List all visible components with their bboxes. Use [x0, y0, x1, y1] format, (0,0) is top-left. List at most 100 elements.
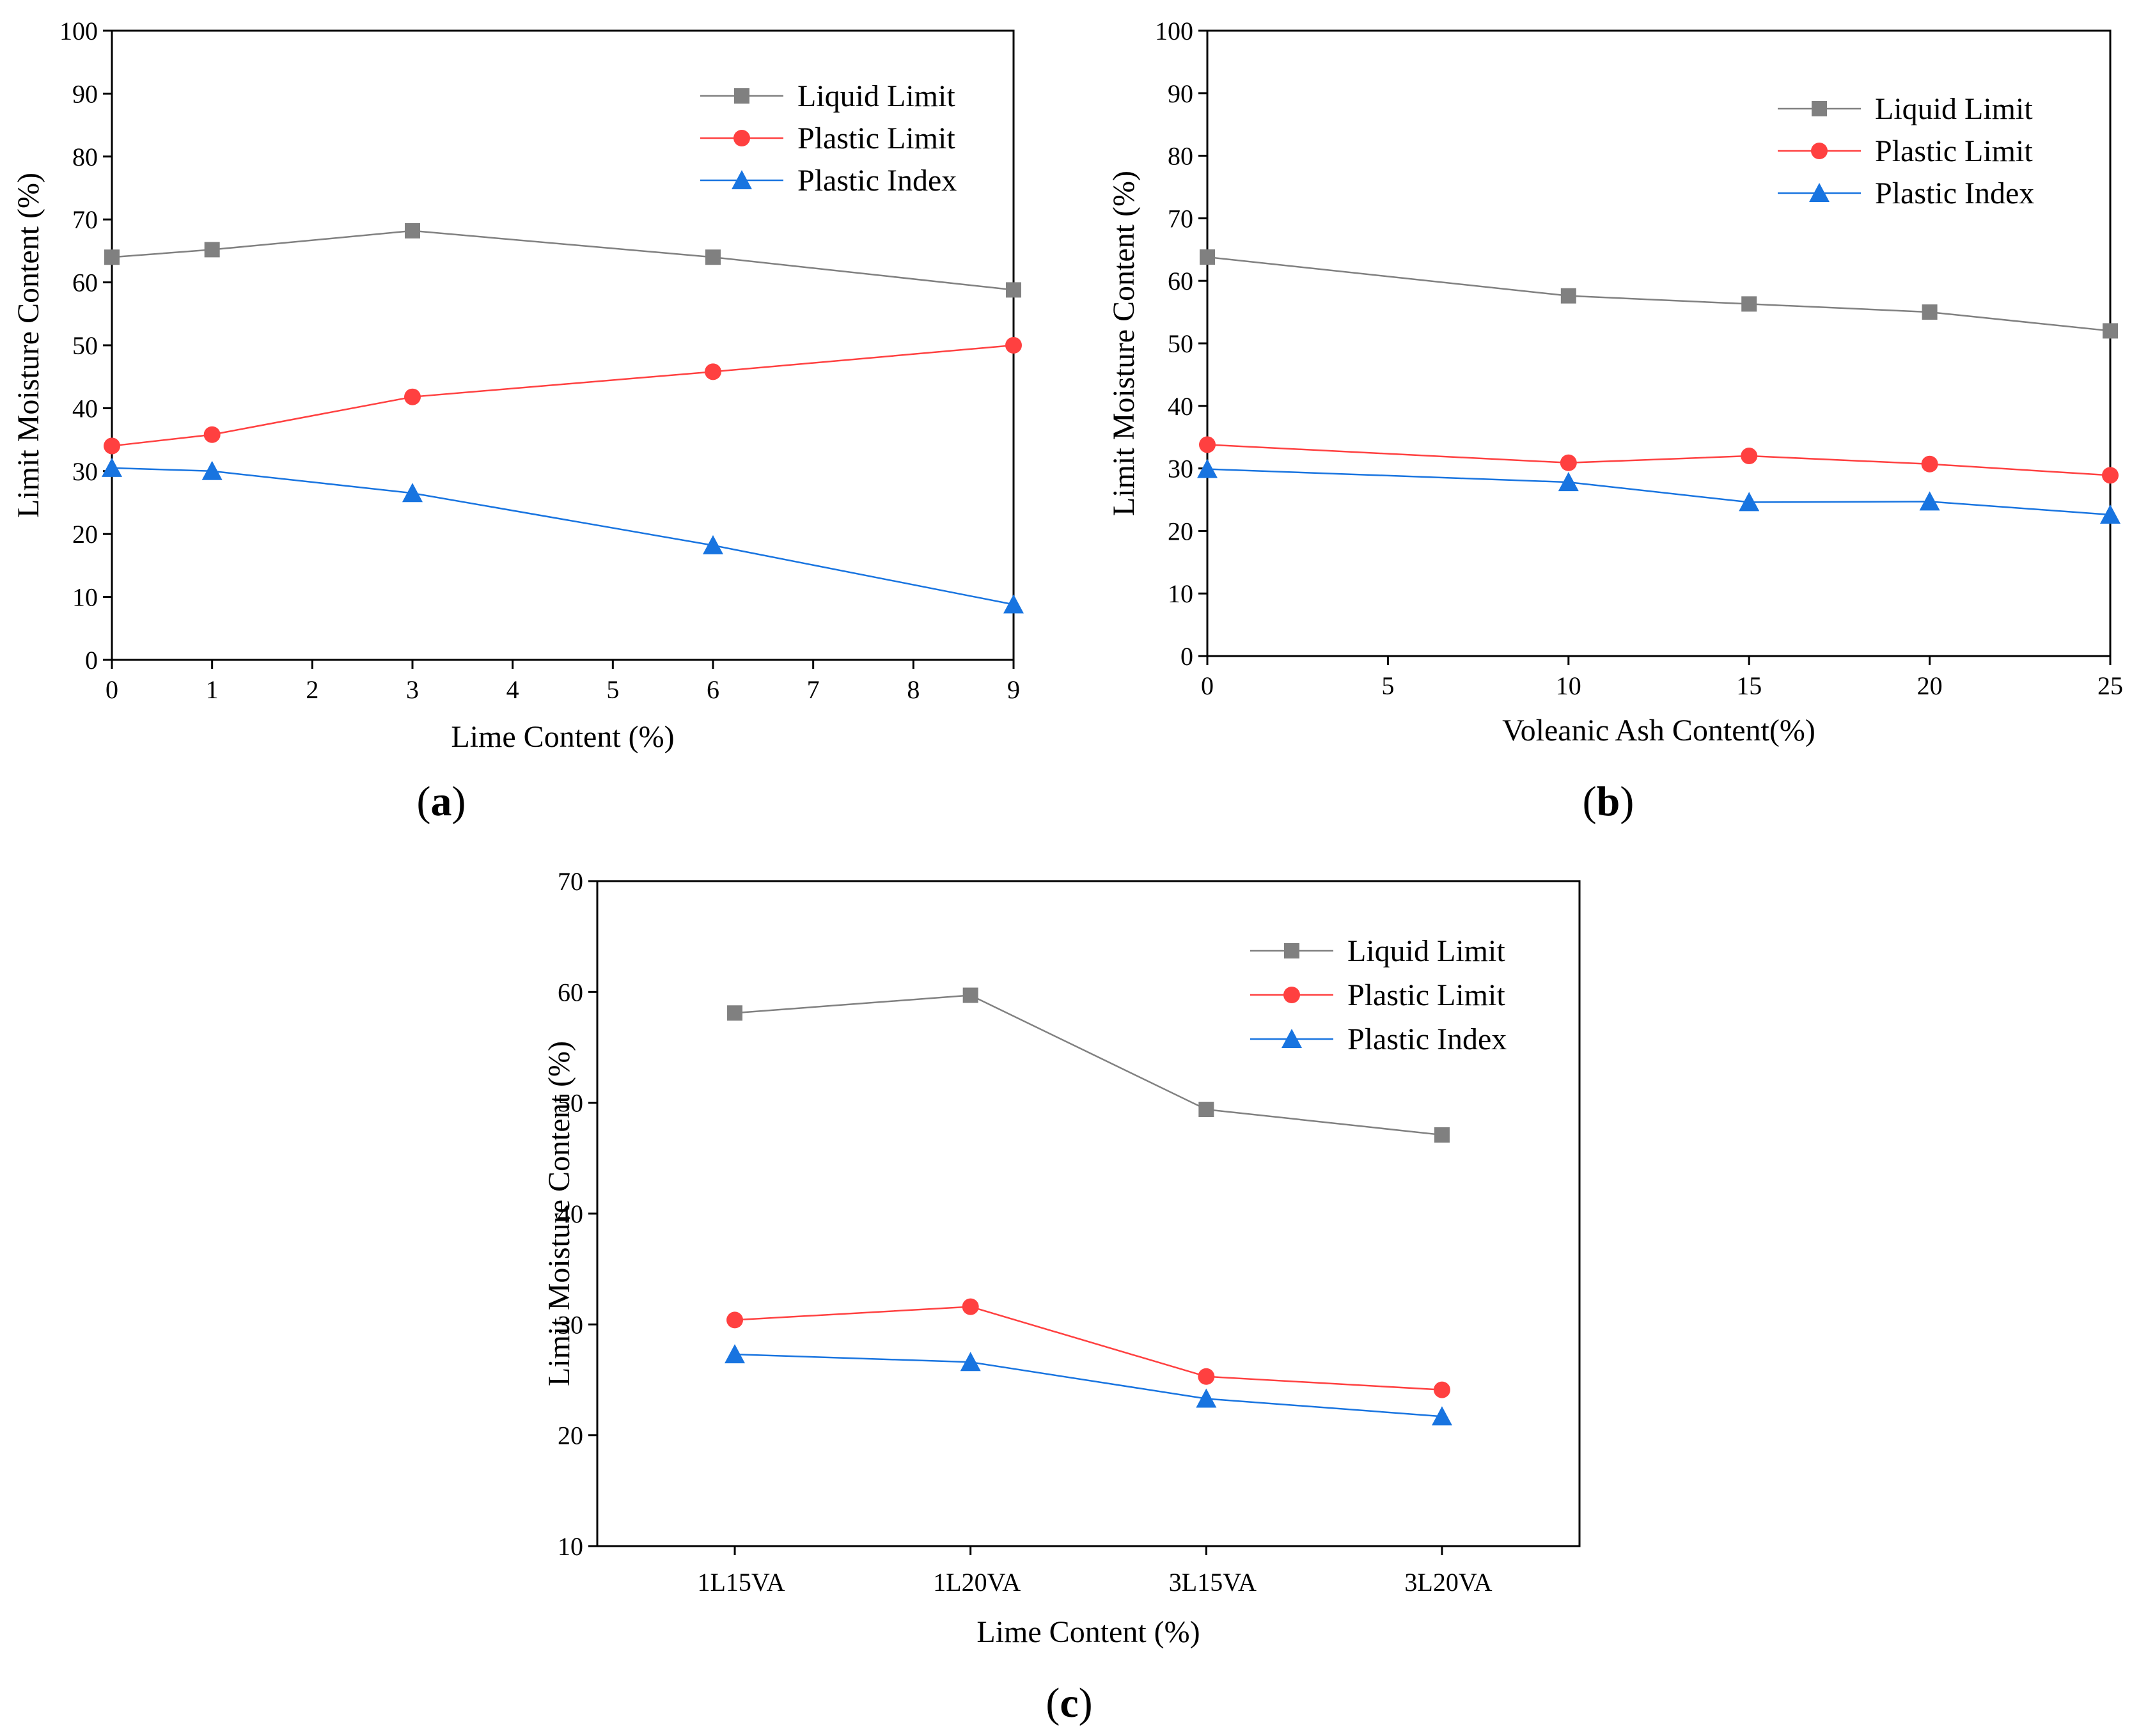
y-tick-label-b: 40 [1168, 392, 1193, 421]
y-tick-label-b: 70 [1168, 204, 1193, 233]
x-tick-label-a: 9 [1007, 675, 1020, 704]
series-line-plastic-index-a [111, 467, 1014, 606]
y-tick-label-c: 10 [558, 1532, 583, 1561]
y-tick-label-c: 50 [558, 1089, 583, 1118]
x-tick-label-a: 3 [406, 675, 419, 704]
chart-panel-a: 0 10 20 30 40 50 60 70 80 90 100 0 1 2 3 4 5 6 7 8 9 Lime Con… [12, 17, 1024, 825]
x-tick-label-c: 1L15VA [698, 1568, 785, 1597]
y-axis-title-b: Limit Moisture Content (%) [1107, 171, 1141, 516]
data-point-plastic-limit-a [1005, 337, 1022, 354]
y-tick-label-b: 100 [1155, 17, 1193, 45]
legend-label-plastic-index-a: Plastic Index [797, 164, 957, 198]
data-point-plastic-limit-a [104, 437, 120, 455]
data-point-liquid-limit-a [104, 249, 120, 265]
x-tick-label-a: 6 [707, 675, 719, 704]
y-tick-label-a: 10 [72, 583, 98, 612]
y-axis-title-a: Limit Moisture Content (%) [12, 173, 45, 518]
y-tick-label-a: 90 [72, 79, 98, 108]
y-tick-label-a: 30 [72, 457, 98, 486]
data-point-plastic-index-a [102, 457, 122, 477]
data-point-liquid-limit-b [2103, 323, 2118, 339]
data-point-plastic-limit-a [705, 363, 721, 380]
y-tick-label-c: 70 [558, 867, 583, 896]
legend-marker-plastic-limit-c [1283, 987, 1300, 1003]
x-tick-label-b: 25 [2097, 671, 2123, 700]
chart-panel-c: 10 20 30 40 50 60 70 1L15VA 1L20VA 3L15VA 3L20VA Li… [542, 867, 1581, 1726]
data-point-plastic-index-b [2100, 504, 2120, 524]
legend-marker-plastic-limit-a [733, 130, 750, 146]
data-point-plastic-limit-c [1198, 1368, 1215, 1385]
data-point-plastic-index-c [725, 1344, 746, 1364]
panel-caption-c: (c) [1046, 1680, 1092, 1726]
x-tick-label-b: 5 [1381, 671, 1394, 700]
series-line-liquid-limit-c [734, 994, 1443, 1136]
data-point-plastic-index-c [960, 1352, 981, 1372]
data-point-plastic-index-a [1003, 594, 1024, 614]
series-line-plastic-limit-b [1207, 444, 2111, 476]
data-point-plastic-limit-c [726, 1311, 744, 1329]
data-point-plastic-index-a [402, 483, 423, 503]
y-tick-label-a: 0 [85, 646, 98, 675]
legend-c: Liquid Limit Plastic Limit Plastic Index [1250, 934, 1507, 1056]
y-tick-label-a: 100 [59, 17, 98, 45]
series-line-plastic-index-b [1207, 468, 2111, 516]
y-tick-label-a: 40 [72, 394, 98, 423]
y-tick-label-a: 80 [72, 143, 98, 171]
legend-marker-liquid-limit-a [734, 88, 749, 104]
x-tick-label-a: 0 [106, 675, 118, 704]
legend-marker-liquid-limit-b [1812, 101, 1827, 116]
data-point-liquid-limit-a [405, 223, 420, 239]
panel-letter-a: a [431, 778, 452, 825]
data-point-plastic-index-b [1919, 491, 1940, 511]
data-point-plastic-limit-b [1921, 455, 1938, 473]
series-line-plastic-limit-c [734, 1306, 1443, 1391]
data-point-plastic-limit-c [962, 1298, 979, 1315]
y-tick-label-b: 30 [1168, 455, 1193, 483]
y-tick-label-b: 50 [1168, 329, 1193, 358]
legend-label-liquid-limit-c: Liquid Limit [1347, 934, 1505, 968]
y-tick-label-a: 50 [72, 331, 98, 360]
x-tick-label-a: 8 [907, 675, 920, 704]
data-point-liquid-limit-c [962, 987, 978, 1003]
data-point-liquid-limit-b [1741, 296, 1757, 312]
data-point-plastic-limit-b [2102, 467, 2119, 484]
data-point-plastic-index-b [1197, 458, 1218, 478]
y-tick-label-b: 10 [1168, 579, 1193, 608]
panel-letter-c: c [1060, 1680, 1078, 1726]
y-tick-label-b: 0 [1180, 642, 1193, 671]
y-tick-label-c: 60 [558, 978, 583, 1006]
panel-letter-b: b [1597, 778, 1620, 825]
data-point-plastic-limit-b [1560, 454, 1577, 471]
data-point-plastic-index-a [703, 535, 723, 554]
series-line-plastic-index-c [734, 1353, 1443, 1418]
data-point-liquid-limit-a [705, 249, 721, 265]
series-line-plastic-limit-a [111, 344, 1014, 447]
y-axis-title-c: Limit Moisture Content (%) [542, 1041, 576, 1386]
y-tick-label-a: 60 [72, 269, 98, 297]
data-point-plastic-limit-b [1199, 436, 1216, 453]
data-point-plastic-index-c [1196, 1388, 1217, 1408]
panel-caption-a: (a) [417, 778, 466, 825]
data-point-liquid-limit-c [727, 1005, 743, 1021]
x-tick-label-b: 0 [1201, 671, 1214, 700]
data-point-liquid-limit-a [204, 242, 220, 258]
x-tick-label-b: 20 [1917, 671, 1943, 700]
series-line-liquid-limit-a [111, 230, 1014, 291]
data-point-liquid-limit-b [1922, 304, 1938, 320]
x-tick-label-a: 1 [206, 675, 219, 704]
legend-marker-plastic-limit-b [1811, 143, 1828, 159]
y-tick-label-c: 30 [558, 1310, 583, 1339]
legend-a: Liquid Limit Plastic Limit Plastic Index [700, 79, 957, 198]
legend-label-plastic-limit-c: Plastic Limit [1347, 978, 1505, 1012]
legend-marker-plastic-index-b [1809, 183, 1830, 202]
data-point-liquid-limit-c [1198, 1102, 1214, 1118]
data-point-plastic-limit-a [203, 426, 221, 443]
x-axis-title-a: Lime Content (%) [451, 720, 674, 754]
y-tick-label-a: 20 [72, 520, 98, 549]
legend-label-liquid-limit-a: Liquid Limit [797, 79, 955, 113]
data-point-liquid-limit-c [1434, 1127, 1450, 1143]
legend-label-liquid-limit-b: Liquid Limit [1875, 92, 2033, 126]
legend-label-plastic-index-c: Plastic Index [1347, 1022, 1507, 1056]
data-point-plastic-limit-a [404, 388, 421, 405]
data-point-plastic-limit-c [1433, 1381, 1450, 1398]
